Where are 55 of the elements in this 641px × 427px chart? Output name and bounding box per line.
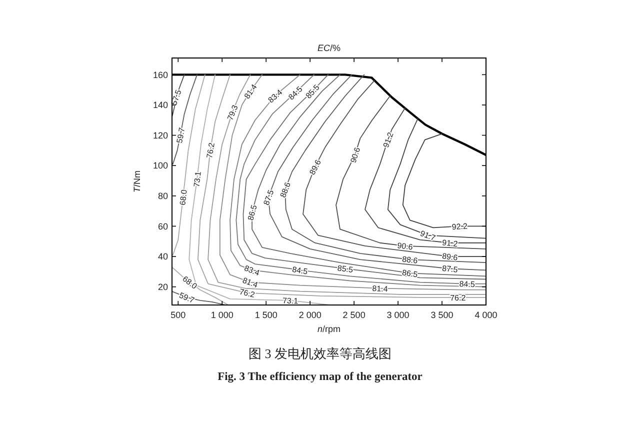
y-tick-label: 160 <box>152 70 168 80</box>
annotation: 89.6 <box>307 158 323 176</box>
annotation: 85.5 <box>336 263 354 274</box>
annotation: 87.5 <box>261 188 276 206</box>
annotation: 90.6 <box>396 240 414 252</box>
x-tick-label: 3 500 <box>430 310 454 320</box>
y-tick-label: 20 <box>158 282 168 292</box>
y-tick-label: 140 <box>152 100 168 110</box>
annotation: 86.5 <box>246 203 259 222</box>
annotation: 88.6 <box>278 180 292 199</box>
y-tick-label: 100 <box>152 160 168 171</box>
annotation: 68.0 <box>178 188 188 206</box>
line-series <box>172 74 206 256</box>
annotation: 59.7 <box>174 126 186 144</box>
annotation: 92.2 <box>452 221 468 232</box>
annotation: 84.5 <box>292 264 309 276</box>
annotation: 91.7 <box>419 228 438 242</box>
y-tick-label: 120 <box>152 130 168 140</box>
annotation: 87.5 <box>442 263 459 274</box>
chart-title: EC/% <box>317 43 341 53</box>
y-tick-label: 60 <box>158 221 168 232</box>
annotation: 81.4 <box>372 284 389 294</box>
annotation: 91.2 <box>442 238 459 248</box>
annotation: 84.5 <box>286 84 304 102</box>
x-tick-label: 2 000 <box>298 310 322 320</box>
annotation: 79.3 <box>225 103 240 122</box>
annotation: 76.2 <box>204 141 216 159</box>
caption: 图 3 发电机效率等高线图 <box>248 346 392 361</box>
annotation: 88.6 <box>402 254 419 266</box>
annotation: 76.2 <box>238 286 256 300</box>
y-axis-title: T/Nm <box>132 170 142 192</box>
annotation: 59.7 <box>178 290 196 305</box>
x-tick-label: 3 000 <box>386 310 410 320</box>
line-series <box>336 95 486 250</box>
annotation: 73.1 <box>282 296 299 306</box>
annotation: 89.6 <box>442 251 459 262</box>
caption: Fig. 3 The efficiency map of the generator <box>218 371 422 383</box>
x-tick-label: 500 <box>170 310 186 320</box>
annotation: 86.5 <box>402 268 419 279</box>
annotation: 76.2 <box>450 292 466 302</box>
x-tick-label: 2 500 <box>342 310 366 320</box>
annotation: 68.0 <box>181 274 200 291</box>
x-tick-label: 1 000 <box>210 310 234 320</box>
annotation: 81.4 <box>241 275 260 290</box>
y-tick-label: 40 <box>158 252 168 262</box>
annotation: 90.6 <box>348 146 362 164</box>
annotation: 73.1 <box>192 170 202 188</box>
annotation: 83.4 <box>266 87 284 104</box>
x-tick-label: 1 500 <box>254 310 278 320</box>
annotation: 83.4 <box>243 263 262 278</box>
line-series <box>172 74 198 165</box>
x-tick-label: 4 000 <box>474 310 498 320</box>
annotation: 91.2 <box>380 130 396 149</box>
x-axis-title: n/rpm <box>317 324 341 334</box>
y-tick-label: 80 <box>158 191 168 202</box>
